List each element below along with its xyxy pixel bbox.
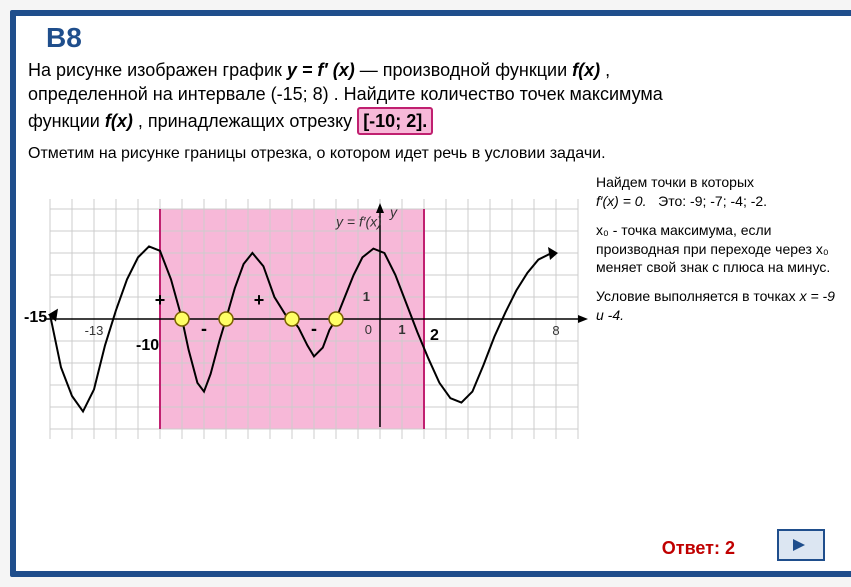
problem-id: B8 [46,22,843,54]
svg-text:0: 0 [365,322,372,337]
note-text: Это: -9; -7; -4; -2. [658,193,767,209]
text: , принадлежащих отрезку [138,111,357,131]
derivative-chart: -13 8 1 1 0 y y = f′(x) + - + - [28,169,588,469]
axis-annotation: -15 [24,309,47,327]
svg-text:y: y [389,204,398,220]
text: определенной на интервале (-15; 8) . Най… [28,84,663,104]
text: функции [28,111,105,131]
solution-notes: Найдем точки в которых f′(x) = 0. Это: -… [588,169,843,335]
svg-text:+: + [155,290,166,310]
note-text: Найдем точки в которых [596,174,754,190]
hint-text: Отметим на рисунке границы отрезка, о ко… [28,145,843,163]
text: — производной функции [360,60,572,80]
arrow-right-icon [791,537,811,553]
svg-text:-: - [201,318,207,338]
equation: f(x) [105,111,133,131]
text: , [605,60,610,80]
svg-text:8: 8 [552,323,559,338]
svg-text:-: - [311,318,317,338]
axis-annotation: -10 [136,337,159,355]
equation: f(x) [572,60,600,80]
chart-area: -138110yy = f′(x)+-+- -15-102 [28,169,588,469]
axis-annotation: 2 [430,327,439,345]
next-button[interactable] [777,529,825,561]
answer-label: Ответ: 2 [662,538,735,559]
svg-text:y = f′(x): y = f′(x) [335,213,382,229]
problem-card: B8 На рисунке изображен график y = f′ (x… [10,10,851,577]
note-eq: f′(x) = 0. [596,193,646,209]
problem-text: На рисунке изображен график y = f′ (x) —… [28,58,843,135]
text: На рисунке изображен график [28,60,287,80]
svg-text:1: 1 [398,322,405,337]
svg-text:1: 1 [363,289,370,304]
note-text: Условие выполняется в точках [596,288,800,304]
interval-highlight: [-10; 2]. [357,107,433,135]
svg-text:+: + [254,290,265,310]
svg-text:-13: -13 [85,323,104,338]
note-text: x₀ - точка максимума, если производная п… [596,221,843,278]
content-row: -138110yy = f′(x)+-+- -15-102 Найдем точ… [28,169,843,469]
equation: y = f′ (x) [287,60,355,80]
